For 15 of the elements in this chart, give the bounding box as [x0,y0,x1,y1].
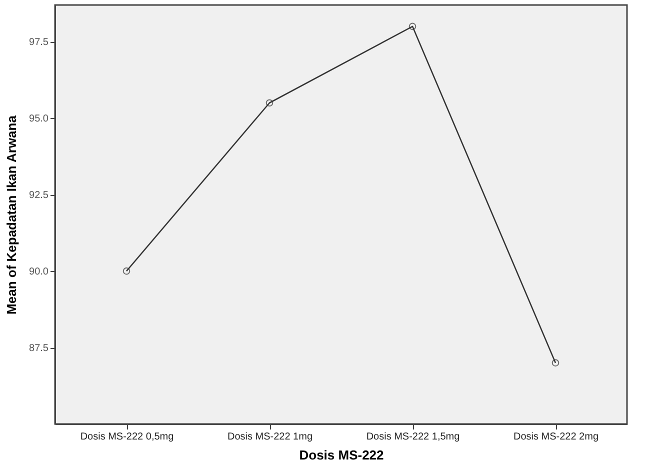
x-tick-label: Dosis MS-222 2mg [513,432,599,442]
y-axis-title: Mean of Kepadatan Ikan Arwana [4,114,20,314]
y-tick-label: 97.5 [29,37,49,48]
point [266,99,274,107]
x-tick-label: Dosis MS-222 1,5mg [366,432,460,442]
y-tick-label: 92.5 [29,190,49,202]
point [552,359,560,366]
y-tick-label: 87.5 [29,343,49,354]
x-tick-label: Dosis MS-222 0,5mg [80,432,174,442]
x-tick-label: Dosis MS-222 1mg [227,432,313,442]
x-axis-title: Dosis MS-222 [299,448,384,462]
point [408,22,416,30]
y-tick-label: 95.0 [29,114,49,125]
point [122,267,130,275]
y-tick-label: 90.0 [29,266,49,278]
